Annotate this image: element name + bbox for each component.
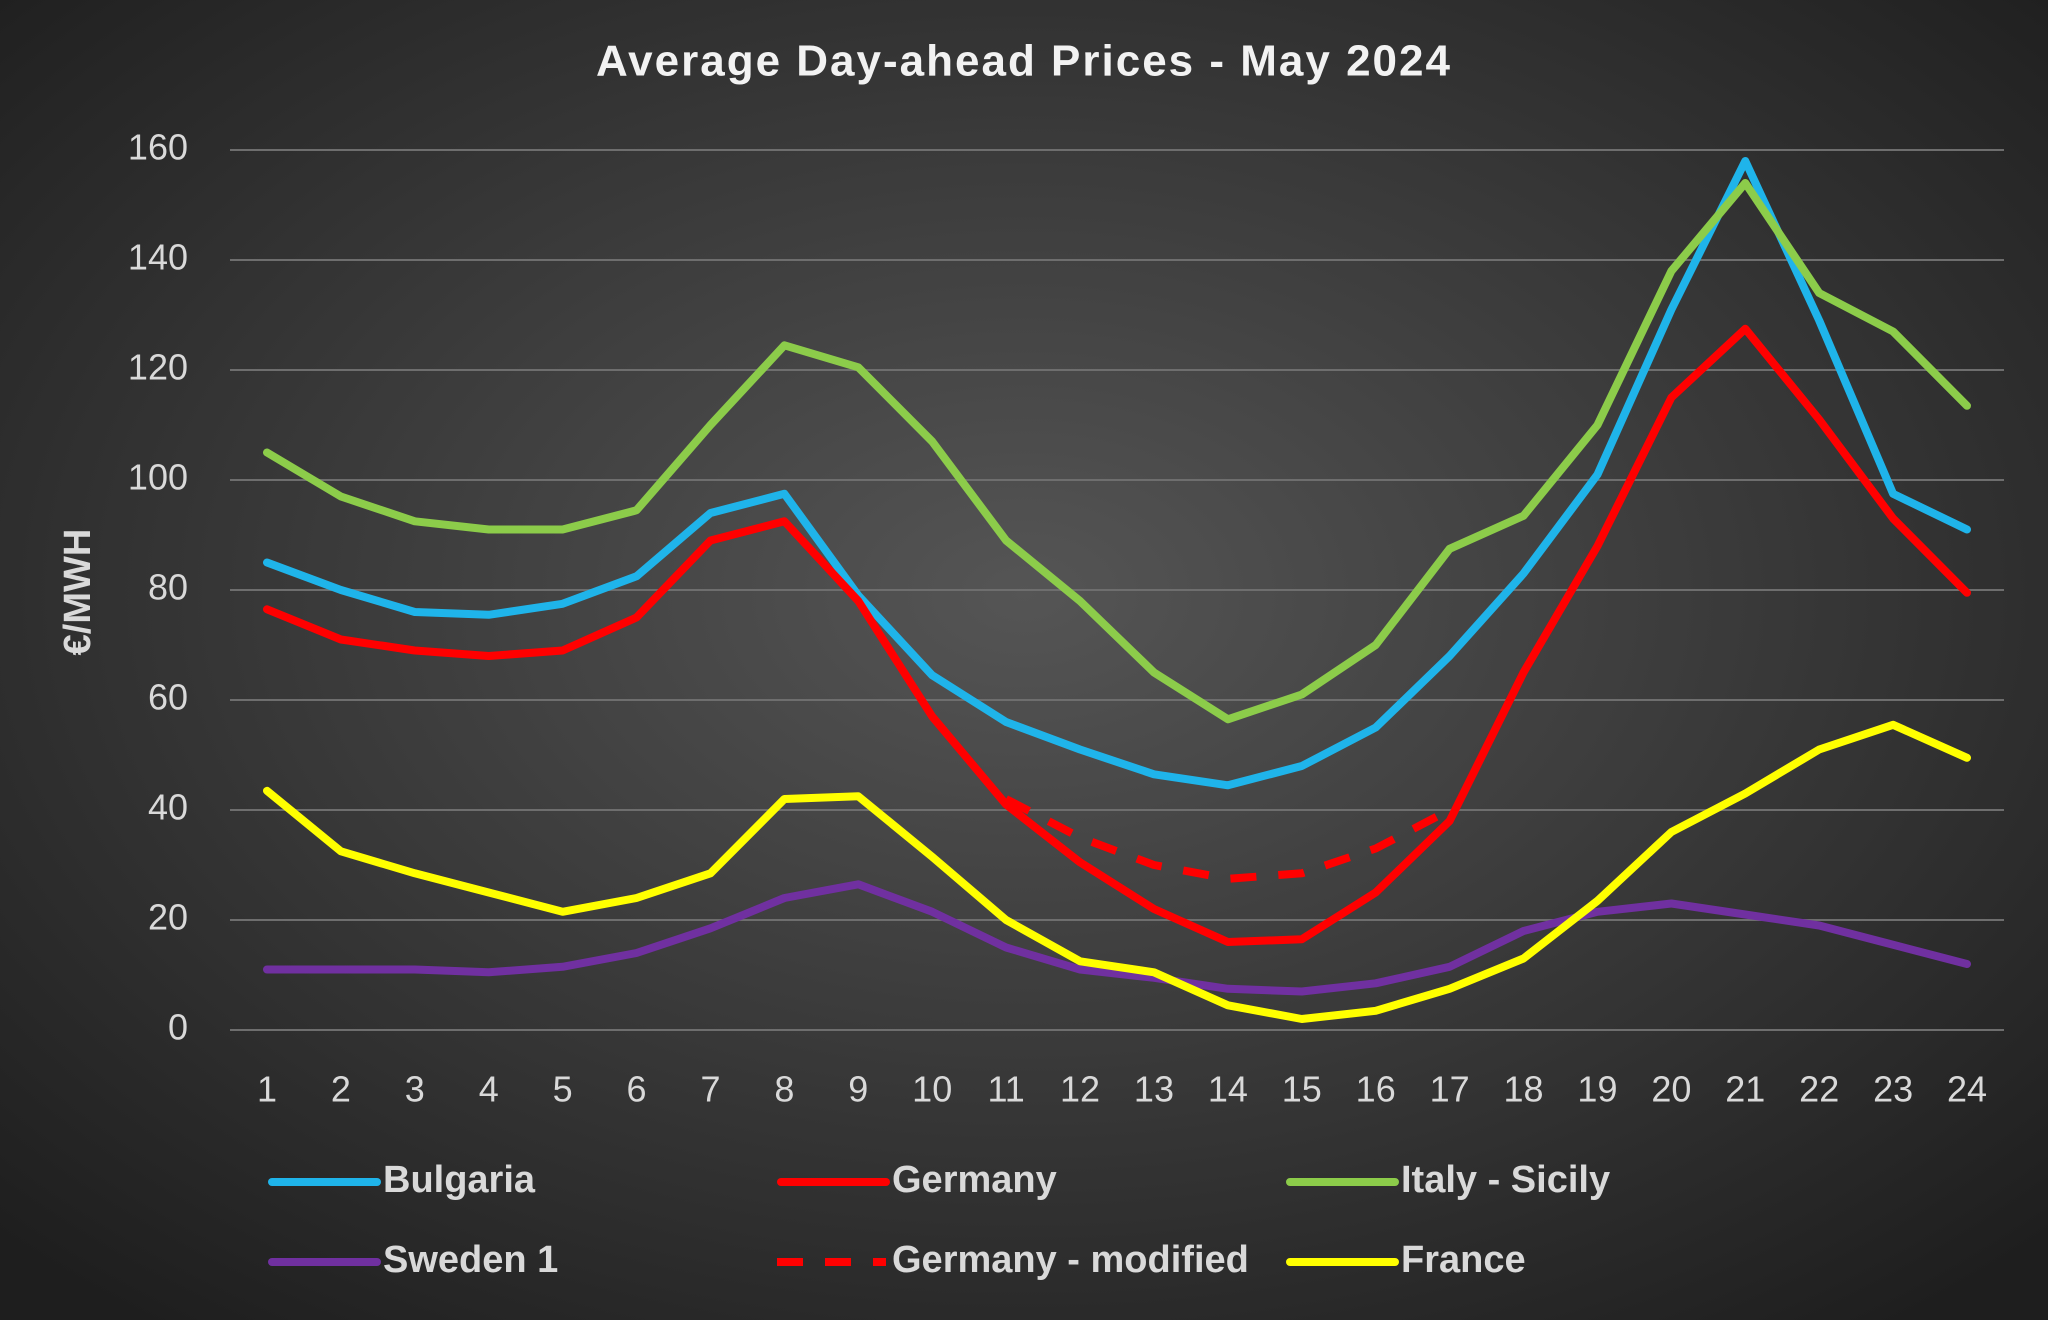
legend-label: Italy - Sicily	[1401, 1159, 1610, 1201]
y-tick-label: 80	[148, 567, 188, 608]
x-tick-label: 15	[1282, 1069, 1322, 1110]
y-axis-label: €/MWH	[57, 529, 99, 656]
x-tick-label: 3	[405, 1069, 425, 1110]
chart-title: Average Day-ahead Prices - May 2024	[596, 37, 1452, 86]
x-tick-label: 7	[700, 1069, 720, 1110]
x-tick-label: 17	[1430, 1069, 1470, 1110]
x-tick-label: 11	[987, 1069, 1024, 1110]
x-tick-label: 5	[553, 1069, 573, 1110]
legend-label: Germany	[892, 1159, 1057, 1201]
series-line	[1004, 795, 1452, 883]
x-tick-label: 23	[1873, 1069, 1913, 1110]
x-tick-label: 13	[1134, 1069, 1174, 1110]
legend-label: Germany - modified	[892, 1239, 1249, 1281]
y-tick-label: 100	[128, 457, 188, 498]
y-tick-label: 20	[148, 897, 188, 938]
series-line	[263, 720, 1971, 1023]
y-tick-label: 140	[128, 237, 188, 278]
series-line	[263, 179, 1971, 724]
y-tick-label: 120	[128, 347, 188, 388]
legend-label: Sweden 1	[383, 1239, 558, 1281]
x-tick-label: 19	[1577, 1069, 1617, 1110]
x-tick-label: 22	[1799, 1069, 1839, 1110]
x-tick-label: 2	[331, 1069, 351, 1110]
x-tick-label: 12	[1060, 1069, 1100, 1110]
x-tick-label: 1	[257, 1069, 277, 1110]
x-tick-label: 9	[848, 1069, 868, 1110]
x-tick-label: 8	[774, 1069, 794, 1110]
series-line	[263, 157, 1971, 790]
x-tick-label: 4	[479, 1069, 499, 1110]
y-tick-label: 0	[168, 1007, 188, 1048]
series-line	[263, 324, 1971, 946]
x-tick-label: 16	[1356, 1069, 1396, 1110]
y-tick-label: 160	[128, 127, 188, 168]
x-tick-label: 20	[1651, 1069, 1691, 1110]
x-tick-label: 10	[912, 1069, 952, 1110]
legend-label: France	[1401, 1239, 1526, 1281]
legend-label: Bulgaria	[383, 1159, 536, 1201]
y-tick-label: 40	[148, 787, 188, 828]
x-tick-label: 18	[1504, 1069, 1544, 1110]
x-tick-label: 6	[627, 1069, 647, 1110]
x-tick-label: 24	[1947, 1069, 1987, 1110]
x-tick-label: 14	[1208, 1069, 1248, 1110]
series-line	[263, 880, 1971, 996]
y-tick-label: 60	[148, 677, 188, 718]
x-tick-label: 21	[1725, 1069, 1765, 1110]
